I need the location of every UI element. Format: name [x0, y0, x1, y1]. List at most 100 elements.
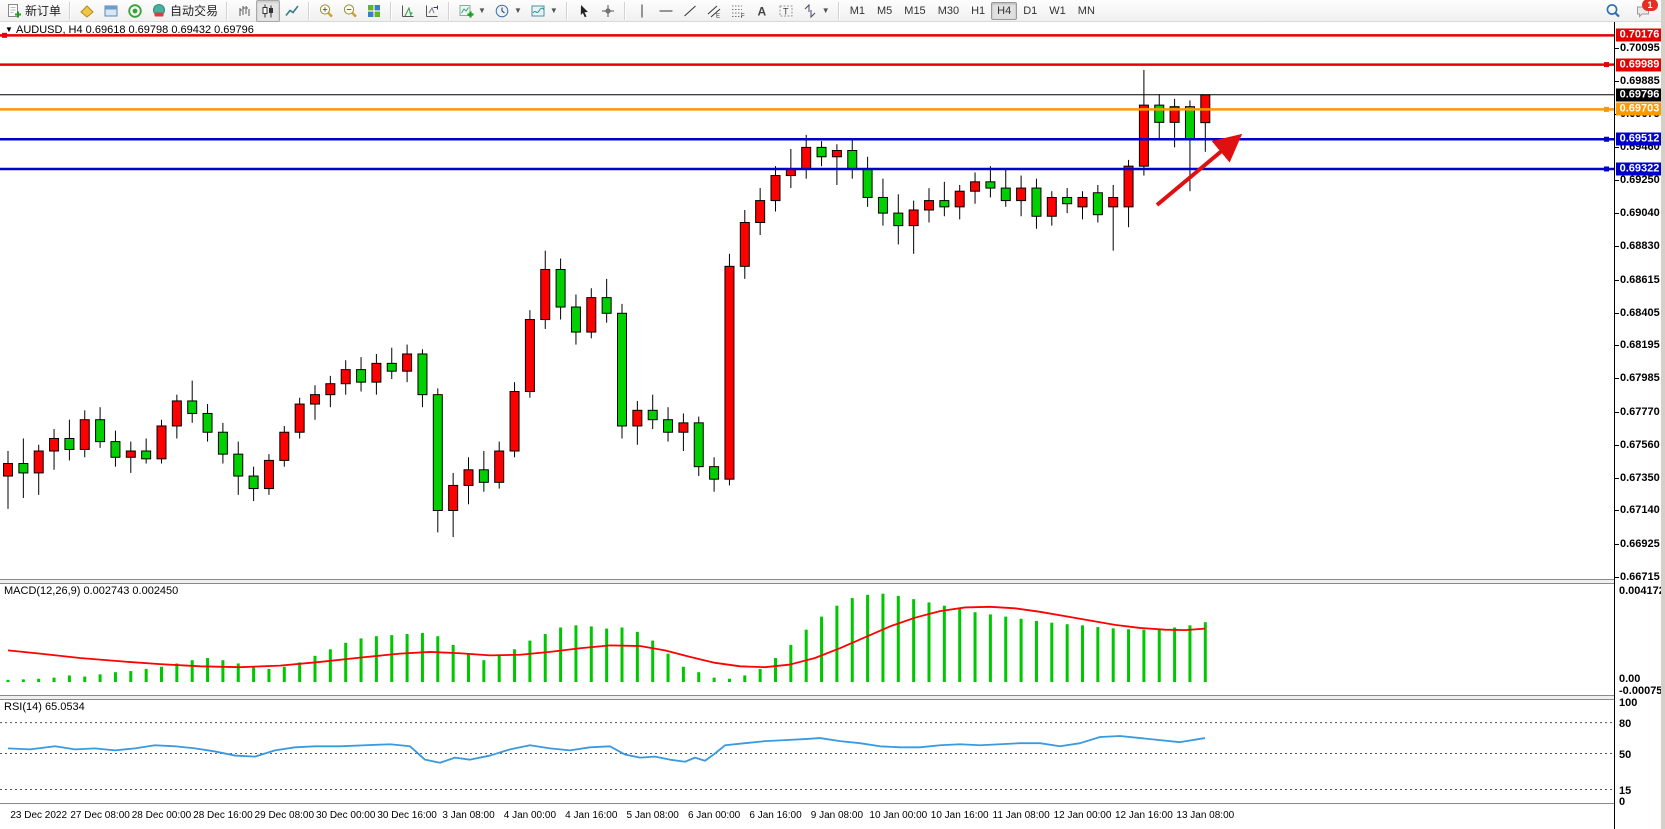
candle	[1169, 106, 1180, 123]
candle	[279, 431, 290, 461]
candle	[1062, 196, 1073, 205]
timeframe-w1[interactable]: W1	[1049, 4, 1066, 17]
autotrade-icon	[151, 3, 167, 19]
candle	[1077, 196, 1088, 208]
candle	[371, 362, 382, 383]
macd-histogram-bar	[1173, 627, 1177, 682]
trendline-button[interactable]	[678, 0, 702, 22]
macd-histogram-bar	[758, 668, 762, 682]
candle	[248, 475, 259, 490]
candle	[1000, 187, 1011, 202]
timeframe-h4[interactable]: H4	[991, 1, 1018, 20]
arrows-button[interactable]: ▼	[798, 0, 834, 22]
toolbar-separator	[448, 1, 451, 20]
text-label-button[interactable]: T	[774, 0, 798, 22]
timeframe-h1[interactable]: H1	[971, 4, 986, 17]
axis-tick-mark	[1615, 577, 1619, 578]
macd-histogram-bar	[83, 676, 87, 682]
new-order-button[interactable]: 新订单	[2, 0, 65, 22]
auto-scroll-icon	[400, 3, 416, 19]
cursor-button[interactable]	[572, 0, 596, 22]
search-button[interactable]	[1601, 0, 1625, 22]
macd-histogram-bar	[497, 655, 501, 682]
axis-tick-mark	[1615, 444, 1619, 446]
autotrade-button[interactable]: 自动交易	[147, 0, 222, 22]
zoom-in-button[interactable]	[314, 0, 338, 22]
bar-chart-button[interactable]	[232, 0, 256, 22]
macd-histogram-bar	[712, 677, 716, 682]
periods-button[interactable]: ▼	[490, 0, 526, 22]
price-line-badge: 0.69322	[1616, 162, 1661, 176]
line-handle	[1604, 62, 1609, 68]
tile-windows-button[interactable]	[362, 0, 386, 22]
signals-button[interactable]	[123, 0, 147, 22]
macd-histogram-bar	[774, 658, 777, 682]
main-chart-pane[interactable]	[0, 22, 1614, 579]
candle	[1031, 187, 1042, 217]
indicator-axis-label: 0.00	[1619, 673, 1641, 685]
candle	[524, 319, 535, 393]
macd-histogram-bar	[681, 666, 685, 682]
indicator-axis-label: 0.004172	[1619, 585, 1665, 597]
gold-tag-icon	[79, 3, 95, 19]
template-icon	[530, 3, 546, 19]
macd-histogram-bar	[850, 598, 854, 682]
candle-chart-button[interactable]	[256, 0, 281, 22]
timeframe-m30[interactable]: M30	[937, 4, 960, 17]
fibonacci-button[interactable]: F	[726, 0, 750, 22]
timeframe-d1[interactable]: D1	[1023, 4, 1038, 17]
chart-shift-button[interactable]	[420, 0, 444, 22]
time-tick-label: 6 Jan 16:00	[749, 810, 802, 821]
line-chart-button[interactable]	[280, 0, 304, 22]
macd-indicator-label: MACD(12,26,9) 0.002743 0.002450	[4, 585, 179, 597]
annotation-arrow[interactable]	[1155, 133, 1243, 207]
macd-histogram-bar	[21, 679, 25, 682]
candle	[432, 394, 443, 511]
time-tick-label: 6 Jan 00:00	[687, 810, 741, 821]
auto-scroll-button[interactable]	[396, 0, 420, 22]
macd-histogram-bar	[1050, 622, 1054, 682]
macd-histogram-bar	[420, 632, 424, 682]
candle	[3, 463, 13, 477]
candle	[831, 150, 842, 158]
pane-separator[interactable]	[0, 695, 1661, 700]
price-axis[interactable]: 0.700950.698850.696750.694600.692500.690…	[1614, 22, 1665, 829]
chart-menu-arrow-icon[interactable]: ▼	[5, 25, 13, 34]
channel-button[interactable]: E	[702, 0, 726, 22]
candle	[263, 459, 274, 490]
timeframe-m5[interactable]: M5	[877, 4, 893, 17]
timeframe-m15[interactable]: M15	[904, 4, 926, 17]
timeframe-mn[interactable]: MN	[1077, 4, 1095, 17]
rsi-indicator-label: RSI(14) 65.0534	[4, 701, 85, 713]
macd-histogram-bar	[482, 660, 486, 682]
pane-separator[interactable]	[0, 579, 1661, 584]
new-order-button-label: 新订单	[25, 4, 62, 18]
axis-tick-mark	[1615, 510, 1619, 512]
vline-button[interactable]	[630, 0, 654, 22]
time-axis[interactable]: 23 Dec 2022 27 Dec 08:00 28 Dec 00:00 28 De…	[0, 803, 1614, 829]
crosshair-button[interactable]	[596, 0, 620, 22]
hline-button[interactable]	[654, 0, 678, 22]
templates-button[interactable]: ▼	[526, 0, 562, 22]
macd-histogram-bar	[144, 668, 148, 682]
time-tick-label: 4 Jan 16:00	[565, 810, 618, 821]
indicators-button[interactable]: ▼	[454, 0, 490, 22]
macd-histogram-bar	[1065, 624, 1069, 682]
macd-pane[interactable]	[0, 584, 1614, 695]
text-button[interactable]: A	[750, 0, 774, 22]
macd-histogram-bar	[451, 644, 455, 682]
chat-button[interactable]: 1	[1631, 0, 1658, 22]
indicator-axis-label: 100	[1619, 697, 1638, 709]
time-tick-label: 28 Dec 16:00	[193, 810, 253, 821]
timeframe-m1[interactable]: M1	[849, 4, 865, 17]
macd-histogram-bar	[267, 668, 271, 682]
rsi-pane[interactable]	[0, 700, 1614, 803]
data-window-button[interactable]	[99, 0, 123, 22]
candle	[509, 391, 520, 452]
new-order-icon	[6, 3, 22, 19]
axis-tick-mark	[1615, 312, 1619, 314]
price-line-badge: 0.69512	[1616, 132, 1661, 146]
text-icon: A	[754, 3, 770, 19]
market-watch-button[interactable]	[75, 0, 99, 22]
zoom-out-button[interactable]	[338, 0, 362, 22]
